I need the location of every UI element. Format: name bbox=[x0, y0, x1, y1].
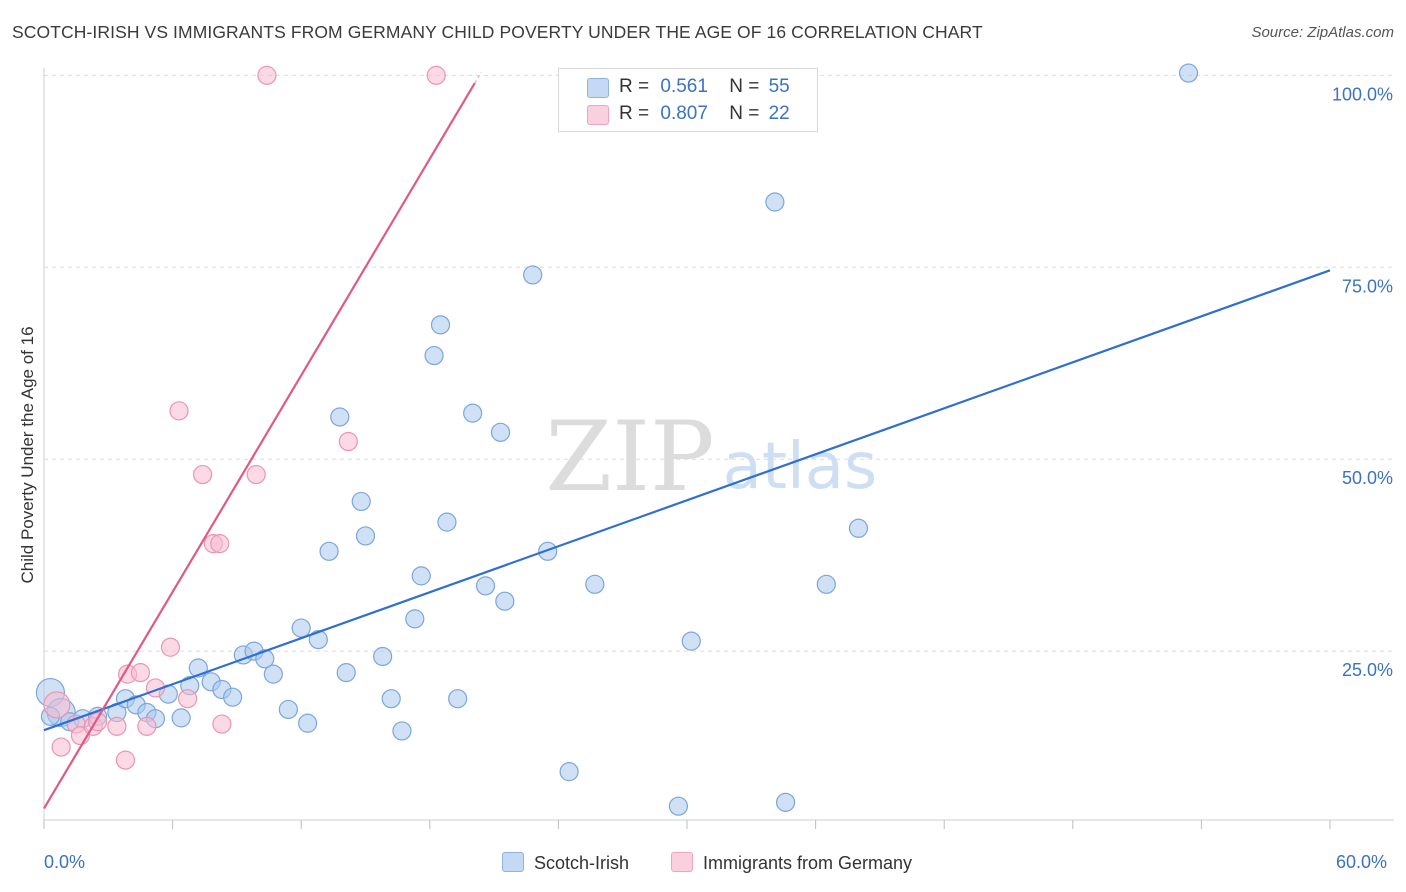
scotch-irish-point bbox=[475, 576, 496, 596]
scotch-irish-point bbox=[355, 526, 376, 546]
scotch-irish-point bbox=[330, 407, 350, 427]
legend-r-label: R = bbox=[619, 76, 650, 97]
scotch-irish-points bbox=[35, 63, 1199, 816]
scotch-irish-point bbox=[523, 265, 543, 285]
bottom-legend-swatch-pink bbox=[671, 852, 693, 872]
germany-point bbox=[338, 431, 358, 452]
y-tick-label: 75.0% bbox=[1342, 276, 1393, 296]
y-axis-label: Child Poverty Under the Age of 16 bbox=[18, 326, 37, 584]
watermark-zip: ZIP bbox=[545, 401, 714, 513]
watermark: ZIP atlas bbox=[545, 401, 877, 513]
germany-point bbox=[246, 464, 266, 485]
germany-point bbox=[107, 716, 127, 736]
germany-point bbox=[178, 689, 198, 709]
germany-point bbox=[426, 65, 446, 85]
chart-title: SCOTCH-IRISH VS IMMIGRANTS FROM GERMANY … bbox=[12, 22, 983, 42]
scotch-irish-point bbox=[585, 574, 605, 594]
germany-point bbox=[137, 716, 157, 736]
y-tick-label: 100.0% bbox=[1332, 84, 1393, 104]
legend-swatch-pink bbox=[587, 105, 609, 125]
germany-point bbox=[160, 637, 181, 657]
scotch-irish-point bbox=[1178, 63, 1199, 83]
scotch-irish-point bbox=[775, 792, 796, 812]
legend-box: R = 0.561 N = 55 R = 0.807 N = 22 bbox=[558, 68, 818, 132]
scotch-irish-point bbox=[490, 422, 511, 442]
legend-swatch-blue bbox=[587, 78, 609, 98]
axes bbox=[43, 68, 1394, 829]
germany-trendline-extension bbox=[474, 71, 482, 84]
trendlines bbox=[43, 71, 1331, 810]
scotch-irish-point bbox=[424, 345, 444, 366]
scotch-irish-point bbox=[463, 403, 483, 423]
germany-point bbox=[43, 691, 71, 719]
legend-n-label: N = bbox=[729, 76, 760, 97]
scotch-irish-point bbox=[430, 315, 451, 335]
germany-point bbox=[115, 750, 136, 770]
scotch-irish-point bbox=[255, 649, 275, 669]
germany-trendline bbox=[43, 82, 476, 810]
y-tick-labels: 100.0% 75.0% 50.0% 25.0% bbox=[1332, 84, 1393, 680]
legend-n-label: N = bbox=[729, 103, 760, 124]
scotch-irish-point bbox=[373, 646, 393, 667]
x-axis-min-label: 0.0% bbox=[44, 852, 86, 872]
scotch-irish-point bbox=[319, 541, 339, 561]
legend-r-label: R = bbox=[619, 103, 650, 124]
scotch-irish-point bbox=[681, 631, 701, 651]
scotch-irish-point bbox=[298, 713, 318, 733]
scotch-irish-point bbox=[411, 566, 431, 586]
scotch-irish-point bbox=[392, 721, 412, 741]
germany-point bbox=[169, 401, 189, 421]
scotch-irish-point bbox=[668, 796, 689, 816]
germany-point bbox=[210, 534, 230, 554]
germany-point bbox=[212, 714, 232, 734]
bottom-legend-germany: Immigrants from Germany bbox=[671, 852, 912, 874]
bottom-legend-label: Scotch-Irish bbox=[534, 853, 630, 873]
germany-point bbox=[257, 65, 277, 85]
legend-n-value: 22 bbox=[768, 103, 790, 124]
x-axis-max-label: 60.0% bbox=[1336, 852, 1388, 872]
scotch-irish-point bbox=[308, 629, 328, 650]
scotch-irish-trendline bbox=[43, 269, 1331, 732]
bottom-legend-scotch-irish: Scotch-Irish bbox=[502, 852, 629, 874]
scotch-irish-point bbox=[263, 664, 283, 684]
source-credit: Source: ZipAtlas.com bbox=[1251, 24, 1394, 41]
legend-r-value: 0.561 bbox=[660, 76, 708, 97]
scotch-irish-point bbox=[336, 663, 356, 683]
scotch-irish-point bbox=[278, 699, 298, 720]
legend-r-value: 0.807 bbox=[660, 103, 708, 124]
gridlines bbox=[44, 74, 1394, 652]
legend-n-value: 55 bbox=[768, 76, 790, 97]
y-tick-label: 50.0% bbox=[1342, 468, 1393, 488]
y-tick-label: 25.0% bbox=[1342, 660, 1393, 680]
scotch-irish-point bbox=[559, 762, 579, 782]
scotch-irish-point bbox=[351, 491, 371, 512]
scotch-irish-point bbox=[171, 708, 191, 728]
scotch-irish-point bbox=[437, 512, 457, 532]
scotch-irish-point bbox=[816, 574, 836, 594]
scotch-irish-point bbox=[538, 541, 558, 561]
germany-point bbox=[130, 663, 151, 683]
germany-point bbox=[193, 464, 213, 485]
scotch-irish-point bbox=[381, 689, 401, 709]
germany-point bbox=[51, 737, 71, 757]
bottom-legend-label: Immigrants from Germany bbox=[703, 853, 913, 873]
scotch-irish-point bbox=[848, 518, 869, 538]
scotch-irish-point bbox=[448, 689, 468, 709]
scotch-irish-point bbox=[405, 609, 425, 629]
scotch-irish-point bbox=[765, 192, 785, 212]
scotch-irish-point bbox=[495, 591, 515, 611]
scotch-irish-point bbox=[291, 618, 311, 638]
scotch-irish-point bbox=[223, 687, 243, 707]
bottom-legend-swatch-blue bbox=[502, 852, 524, 872]
